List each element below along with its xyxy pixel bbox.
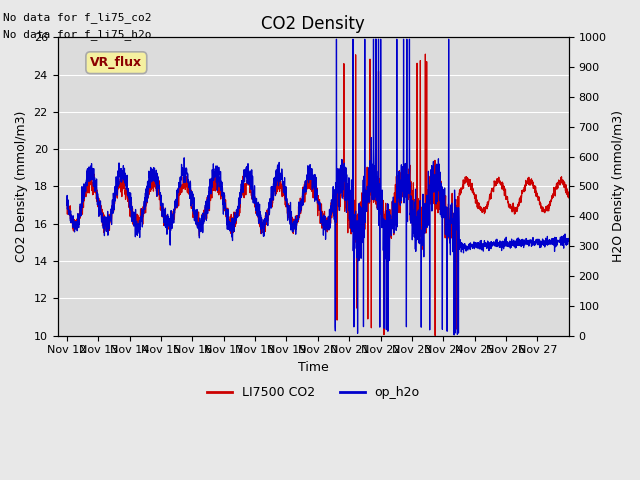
Title: CO2 Density: CO2 Density <box>261 15 365 33</box>
Text: No data for f_li75_co2: No data for f_li75_co2 <box>3 12 152 23</box>
Legend: LI7500 CO2, op_h2o: LI7500 CO2, op_h2o <box>202 381 425 404</box>
Y-axis label: H2O Density (mmol/m3): H2O Density (mmol/m3) <box>612 110 625 263</box>
Text: No data for f_li75_h2o: No data for f_li75_h2o <box>3 29 152 40</box>
X-axis label: Time: Time <box>298 361 328 374</box>
Text: VR_flux: VR_flux <box>90 56 142 69</box>
Y-axis label: CO2 Density (mmol/m3): CO2 Density (mmol/m3) <box>15 111 28 262</box>
